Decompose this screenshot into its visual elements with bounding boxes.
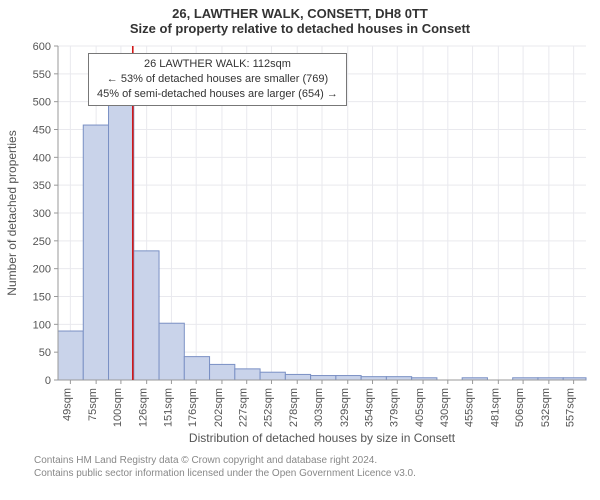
svg-text:278sqm: 278sqm	[288, 388, 300, 427]
histogram-bar	[285, 374, 310, 380]
svg-text:550: 550	[33, 69, 51, 81]
svg-text:455sqm: 455sqm	[464, 388, 476, 427]
histogram-bar	[311, 376, 336, 380]
svg-text:200: 200	[33, 264, 51, 276]
svg-text:430sqm: 430sqm	[439, 388, 451, 427]
footer: Contains HM Land Registry data © Crown c…	[0, 448, 600, 480]
svg-text:100: 100	[33, 319, 51, 331]
histogram-bar	[134, 251, 159, 380]
svg-text:379sqm: 379sqm	[388, 388, 400, 427]
svg-text:532sqm: 532sqm	[540, 388, 552, 427]
marker-info-box: 26 LAWTHER WALK: 112sqm ← 53% of detache…	[88, 53, 347, 106]
svg-text:49sqm: 49sqm	[61, 388, 73, 421]
svg-text:0: 0	[45, 375, 51, 387]
svg-text:176sqm: 176sqm	[187, 388, 199, 427]
svg-text:481sqm: 481sqm	[489, 388, 501, 427]
histogram-bar	[159, 323, 184, 380]
info-line-2: ← 53% of detached houses are smaller (76…	[97, 72, 338, 87]
svg-text:Distribution of detached house: Distribution of detached houses by size …	[189, 431, 456, 445]
footer-line-2: Contains public sector information licen…	[34, 467, 600, 480]
histogram-bar	[386, 377, 411, 380]
svg-text:450: 450	[33, 125, 51, 137]
svg-text:227sqm: 227sqm	[238, 388, 250, 427]
svg-text:75sqm: 75sqm	[87, 388, 99, 421]
svg-text:300: 300	[33, 208, 51, 220]
svg-text:350: 350	[33, 180, 51, 192]
svg-text:126sqm: 126sqm	[138, 388, 150, 427]
svg-text:329sqm: 329sqm	[339, 388, 351, 427]
svg-text:250: 250	[33, 236, 51, 248]
histogram-bar	[58, 331, 83, 380]
svg-text:303sqm: 303sqm	[313, 388, 325, 427]
svg-text:202sqm: 202sqm	[213, 388, 225, 427]
histogram-bar	[210, 364, 235, 380]
svg-text:405sqm: 405sqm	[414, 388, 426, 427]
svg-text:600: 600	[33, 41, 51, 53]
histogram-bar	[336, 376, 361, 380]
histogram-bar	[83, 125, 108, 380]
svg-text:506sqm: 506sqm	[514, 388, 526, 427]
histogram-bar	[260, 372, 285, 380]
svg-text:151sqm: 151sqm	[162, 388, 174, 427]
svg-text:400: 400	[33, 152, 51, 164]
histogram-bar	[235, 369, 260, 380]
svg-text:150: 150	[33, 292, 51, 304]
svg-text:100sqm: 100sqm	[112, 388, 124, 427]
title-line-1: 26, LAWTHER WALK, CONSETT, DH8 0TT	[0, 0, 600, 21]
svg-text:Number of detached properties: Number of detached properties	[5, 130, 19, 295]
chart-container: 0 50 100 150 200 250 300 350 400 450 500 550 600 49sq…	[0, 38, 600, 448]
info-line-3: 45% of semi-detached houses are larger (…	[97, 87, 338, 102]
svg-text:354sqm: 354sqm	[364, 388, 376, 427]
svg-text:50: 50	[39, 347, 51, 359]
info-line-1: 26 LAWTHER WALK: 112sqm	[97, 57, 338, 72]
svg-text:557sqm: 557sqm	[565, 388, 577, 427]
histogram-bar	[109, 102, 134, 380]
footer-line-1: Contains HM Land Registry data © Crown c…	[34, 454, 600, 467]
svg-text:500: 500	[33, 97, 51, 109]
title-line-2: Size of property relative to detached ho…	[0, 21, 600, 38]
svg-text:252sqm: 252sqm	[262, 388, 274, 427]
histogram-bar	[361, 377, 386, 380]
histogram-bar	[184, 357, 209, 380]
